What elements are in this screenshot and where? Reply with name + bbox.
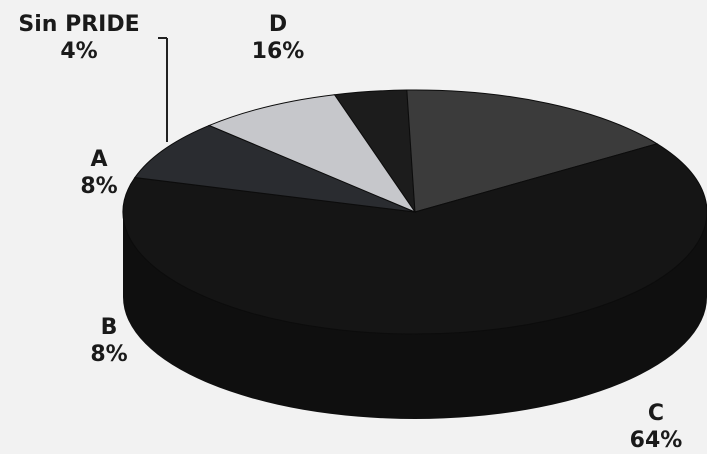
slice-percent: 4% xyxy=(60,39,98,64)
pie-slice-b xyxy=(133,124,416,213)
slice-label-sin-pride: Sin PRIDE 4% xyxy=(4,11,154,65)
slice-name: Sin PRIDE xyxy=(18,12,140,37)
pie-slice-d xyxy=(406,89,659,213)
slice-label-c: C 64% xyxy=(616,400,696,454)
slice-label-b: B 8% xyxy=(80,314,138,368)
slice-name: A xyxy=(90,147,108,172)
slice-name: B xyxy=(100,315,118,340)
slice-label-d: D 16% xyxy=(228,11,328,65)
slice-name: D xyxy=(268,12,288,37)
pie-side-c xyxy=(123,212,707,419)
slice-percent: 16% xyxy=(251,39,305,64)
slice-percent: 8% xyxy=(90,342,128,367)
slice-name: C xyxy=(647,401,665,426)
slice-label-a: A 8% xyxy=(70,146,128,200)
pie-side-walls xyxy=(123,212,707,419)
pie-slices xyxy=(122,89,707,335)
slice-percent: 64% xyxy=(629,428,683,453)
slice-percent: 8% xyxy=(80,174,118,199)
pie-slice-a xyxy=(207,94,417,214)
